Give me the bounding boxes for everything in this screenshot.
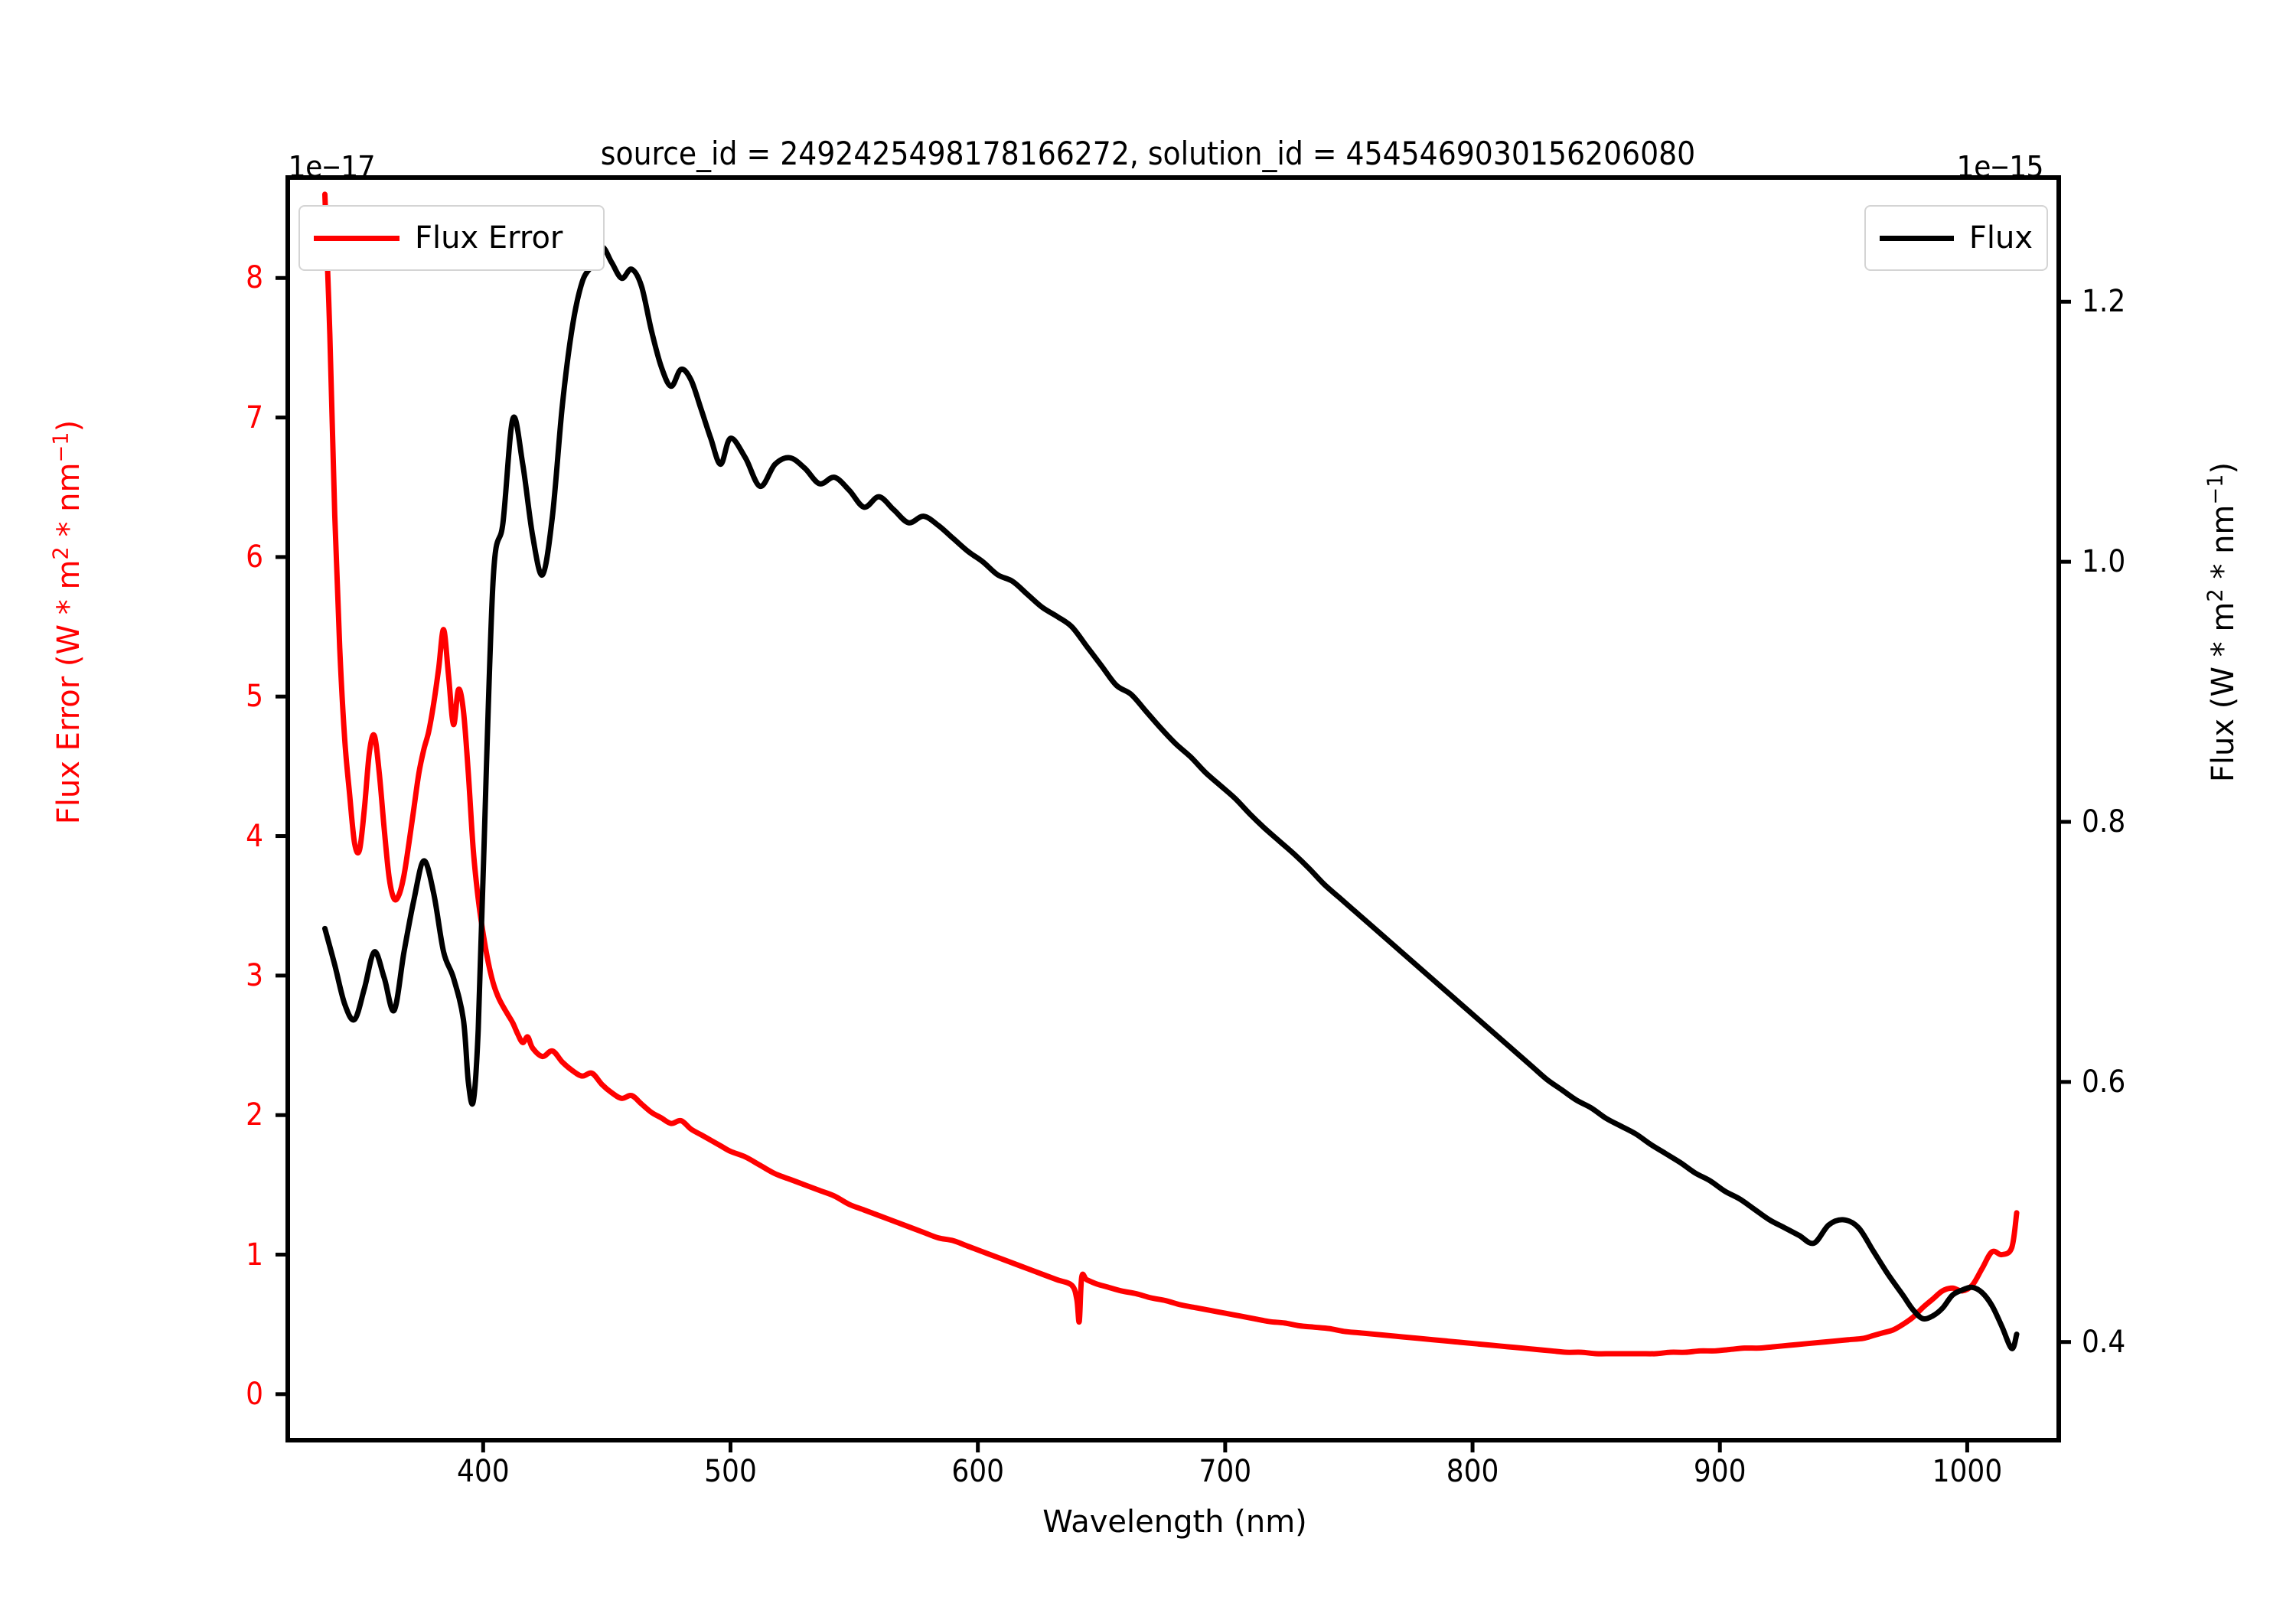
x-tick-label-500: 500: [704, 1454, 757, 1489]
legend-flux[interactable]: Flux: [1864, 205, 2048, 271]
y-left-tick-label-5: 5: [246, 679, 263, 715]
x-axis-label: Wavelength (nm): [1042, 1504, 1307, 1540]
y-left-tick-label-2: 2: [246, 1097, 263, 1133]
y-right-tick-label-0.8: 0.8: [2082, 804, 2126, 839]
y-left-tick-label-4: 4: [246, 818, 263, 854]
y-left-tick-label-1: 1: [246, 1237, 263, 1273]
x-tick-label-900: 900: [1693, 1454, 1746, 1489]
legend-line-flux-error: [314, 235, 400, 241]
series-flux-error: [321, 191, 2020, 1357]
y-left-tick-label-7: 7: [246, 399, 263, 435]
series-flux: [321, 244, 2020, 1351]
legend-line-flux: [1880, 235, 1954, 241]
data-curves: [321, 191, 2020, 1357]
tick-marks: [276, 275, 2071, 1452]
y-right-tick-label-0.6: 0.6: [2082, 1064, 2126, 1100]
y-right-tick-label-1.2: 1.2: [2082, 284, 2126, 320]
legend-label-flux-error: Flux Error: [415, 220, 563, 256]
legend-row-flux: Flux: [1866, 207, 2047, 269]
y-right-tick-label-0.4: 0.4: [2082, 1324, 2126, 1360]
x-tick-label-1000: 1000: [1932, 1454, 2003, 1489]
legend-label-flux: Flux: [1968, 220, 2033, 256]
legend-flux-error[interactable]: Flux Error: [298, 205, 605, 271]
legend-row-flux-error: Flux Error: [300, 207, 603, 269]
y-right-tick-label-1: 1.0: [2082, 544, 2126, 580]
y-left-tick-label-6: 6: [246, 539, 263, 575]
y-left-tick-label-0: 0: [246, 1376, 263, 1412]
y-left-tick-label-3: 3: [246, 957, 263, 993]
page-title: source_id = 2492425498178166272, solutio…: [600, 135, 1696, 172]
x-tick-label-600: 600: [951, 1454, 1005, 1489]
axes-spine: [285, 175, 2061, 1442]
x-tick-label-700: 700: [1199, 1454, 1252, 1489]
y-left-tick-label-8: 8: [246, 260, 263, 296]
x-tick-label-400: 400: [456, 1454, 510, 1489]
x-tick-label-800: 800: [1446, 1454, 1499, 1489]
